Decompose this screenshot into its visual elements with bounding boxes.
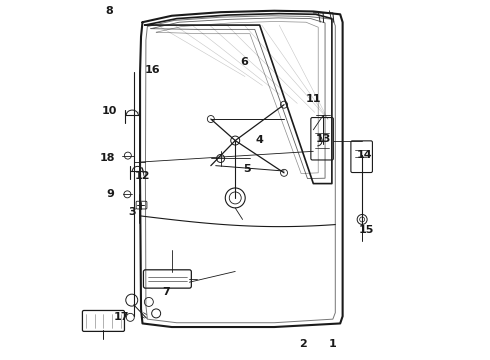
Text: 12: 12: [135, 171, 150, 181]
Text: 17: 17: [113, 312, 129, 322]
Text: 6: 6: [240, 57, 248, 67]
FancyBboxPatch shape: [136, 201, 147, 209]
Text: 10: 10: [101, 106, 117, 116]
FancyBboxPatch shape: [82, 310, 124, 332]
Text: 9: 9: [106, 189, 114, 199]
Text: 1: 1: [329, 339, 337, 349]
Text: 5: 5: [244, 164, 251, 174]
Text: 13: 13: [316, 134, 331, 144]
Text: 2: 2: [299, 339, 306, 349]
Text: 8: 8: [105, 6, 113, 16]
Text: 4: 4: [256, 135, 264, 145]
Text: 16: 16: [145, 64, 160, 75]
Text: 15: 15: [358, 225, 374, 235]
Text: 14: 14: [357, 150, 372, 160]
FancyBboxPatch shape: [351, 141, 372, 172]
FancyBboxPatch shape: [144, 270, 192, 288]
Text: 18: 18: [99, 153, 115, 163]
Text: 11: 11: [306, 94, 321, 104]
FancyBboxPatch shape: [311, 118, 333, 160]
Text: 7: 7: [162, 287, 170, 297]
Text: 3: 3: [128, 207, 136, 217]
